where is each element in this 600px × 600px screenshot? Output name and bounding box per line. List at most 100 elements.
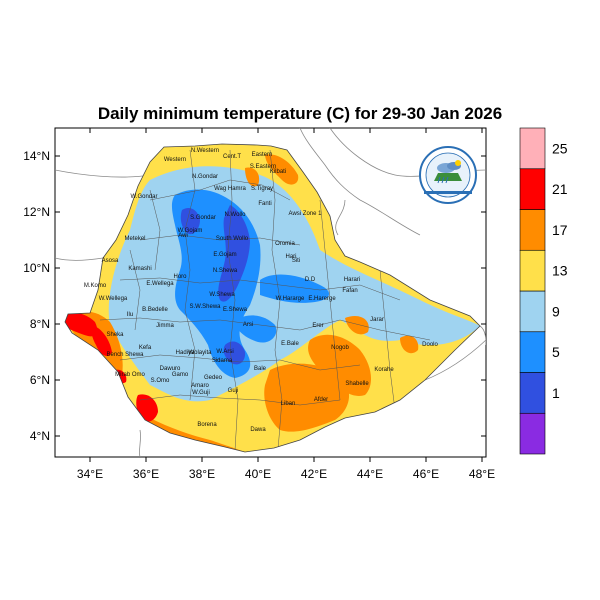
- region-label: Arsi: [243, 322, 253, 328]
- lat-tick-label: 10°N: [23, 261, 50, 275]
- colorbar-label: 25: [552, 140, 568, 156]
- region-label: B.Bedelle: [142, 307, 168, 313]
- region-label: Horo: [173, 274, 187, 280]
- colorbar-label: 17: [552, 222, 568, 238]
- region-label: W.Gojam: [178, 228, 203, 234]
- lon-tick-label: 48°E: [469, 467, 495, 481]
- region-label: W.Hararge: [276, 296, 305, 302]
- lat-tick-label: 8°N: [30, 317, 50, 331]
- region-label: S.Tigray: [251, 186, 273, 192]
- region-label: Harari: [344, 277, 360, 283]
- colorbar-bin: [519, 249, 546, 292]
- colorbar-label: 13: [552, 263, 568, 279]
- lon-tick-label: 36°E: [133, 467, 159, 481]
- region-label: W.Wellega: [99, 296, 128, 302]
- lon-tick-label: 34°E: [77, 467, 103, 481]
- region-label: Afder: [314, 397, 328, 403]
- lon-tick-label: 42°E: [301, 467, 327, 481]
- region-label: Kefa: [139, 345, 152, 351]
- region-label: Wolayita: [189, 350, 213, 356]
- region-label: Fafan: [342, 288, 357, 294]
- lon-tick-label: 46°E: [413, 467, 439, 481]
- region-label: Doolo: [422, 342, 438, 348]
- region-label: E.Wellega: [146, 281, 174, 287]
- region-label: Asosa: [102, 258, 119, 264]
- lat-tick-label: 4°N: [30, 429, 50, 443]
- region-label: S.Omo: [151, 378, 170, 384]
- region-label: Mirab Omo: [115, 372, 145, 378]
- region-label: Kamashi: [128, 266, 151, 272]
- region-label: Kilbati: [270, 169, 286, 175]
- region-labels: N.Western Cent.T Eastern Western N.Gondar S.E…: [84, 148, 439, 433]
- colorbar-label: 21: [552, 181, 568, 197]
- region-label: Sidama: [212, 358, 233, 364]
- region-label: N.Wollo: [225, 212, 247, 218]
- region-label: W.Arsi: [216, 349, 233, 355]
- longitude-axis: 34°E 36°E 38°E 40°E 42°E 44°E 46°E 48°E: [77, 128, 495, 481]
- region-label: Jimma: [156, 323, 174, 329]
- region-label: Oromia: [275, 241, 295, 247]
- lon-tick-label: 40°E: [245, 467, 271, 481]
- colorbar-bin: [519, 372, 546, 414]
- colorbar-bin: [519, 290, 546, 333]
- colorbar: 1 5 9 13 17 21 25: [519, 127, 568, 455]
- colorbar-bin: [519, 412, 546, 455]
- region-label: E.Bale: [281, 341, 299, 347]
- region-label: Hari: [285, 254, 296, 260]
- region-label: W.Shewa: [209, 292, 235, 298]
- lat-tick-label: 14°N: [23, 149, 50, 163]
- colorbar-label: 9: [552, 303, 560, 319]
- neighbor-borders: [55, 128, 486, 457]
- ethiopian-meteorology-logo: [419, 146, 477, 204]
- region-label: Sheka: [106, 332, 124, 338]
- colorbar-bin: [519, 127, 546, 170]
- region-label: Ilu: [127, 312, 133, 318]
- region-label: W.Gondar: [130, 194, 157, 200]
- region-label: Metekel: [124, 236, 145, 242]
- region-label: South Wollo: [216, 236, 249, 242]
- region-label: Bale: [254, 366, 267, 372]
- region-label: Gamo: [172, 372, 189, 378]
- region-label: Dawa: [250, 427, 266, 433]
- latitude-axis: 14°N 12°N 10°N 8°N 6°N 4°N: [23, 149, 486, 443]
- region-label: Eastern: [252, 152, 273, 158]
- region-label: Korahe: [374, 367, 394, 373]
- admin-borders: [99, 149, 431, 451]
- region-label: Amaro: [191, 383, 209, 389]
- region-label: Nogob: [331, 345, 349, 351]
- region-label: E.Shewa: [223, 307, 248, 313]
- colorbar-bin: [519, 331, 546, 373]
- colorbar-label: 5: [552, 344, 560, 360]
- region-label: N.Western: [191, 148, 219, 154]
- region-label: S.W.Shewa: [189, 304, 221, 310]
- region-label: Dawuro: [160, 366, 181, 372]
- region-label: Erer: [312, 323, 323, 329]
- region-label: D.D: [305, 277, 316, 283]
- region-label: Western: [164, 157, 186, 163]
- region-label: Cent.T: [223, 154, 241, 160]
- region-label: M.Komo: [84, 283, 107, 289]
- colorbar-label: 1: [552, 385, 560, 401]
- lon-tick-label: 44°E: [357, 467, 383, 481]
- region-label: Bench Shewa: [106, 352, 144, 358]
- region-label: Awi: [178, 233, 188, 239]
- region-label: Shabelle: [345, 381, 369, 387]
- region-label: Jarar: [370, 317, 384, 323]
- region-label: Guji: [228, 388, 239, 394]
- region-label: N.Shewa: [213, 268, 238, 274]
- lat-tick-label: 12°N: [23, 205, 50, 219]
- region-label: Awsi Zone 1: [289, 211, 323, 217]
- ethiopia-outline: [64, 143, 481, 453]
- region-label: Fanti: [258, 201, 271, 207]
- map-title: Daily minimum temperature (C) for 29-30 …: [97, 104, 503, 123]
- region-label: S.Gondar: [190, 215, 216, 221]
- region-label: N.Gondar: [192, 174, 218, 180]
- region-label: W.Guji: [192, 390, 210, 396]
- region-label: E.Gojam: [213, 252, 236, 258]
- region-label: Gedeo: [204, 375, 223, 381]
- lon-tick-label: 38°E: [189, 467, 215, 481]
- lat-tick-label: 6°N: [30, 373, 50, 387]
- region-label: Liban: [281, 401, 296, 407]
- region-label: Hadiya: [176, 350, 195, 356]
